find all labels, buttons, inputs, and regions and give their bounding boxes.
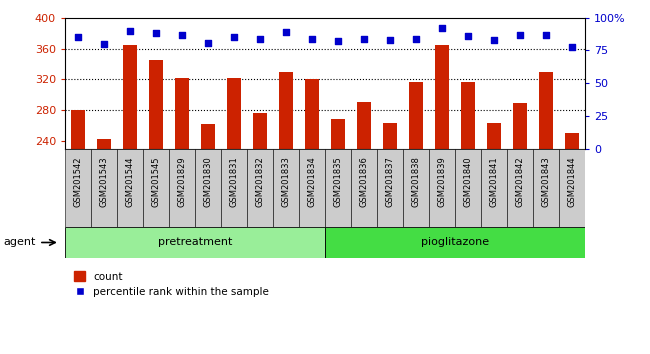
Bar: [149, 60, 163, 149]
Bar: [253, 113, 267, 149]
Text: GSM201834: GSM201834: [307, 156, 317, 207]
Bar: [123, 45, 137, 149]
Point: [515, 32, 525, 38]
Bar: [487, 123, 501, 149]
Bar: [325, 227, 585, 258]
Point: [333, 39, 343, 44]
Bar: [279, 72, 293, 149]
Bar: [91, 149, 117, 227]
Text: GSM201833: GSM201833: [281, 156, 291, 207]
Point: [151, 30, 161, 36]
Text: GSM201840: GSM201840: [463, 156, 473, 207]
Text: GSM201838: GSM201838: [411, 156, 421, 207]
Bar: [117, 149, 143, 227]
Text: GSM201835: GSM201835: [333, 156, 343, 207]
Text: GSM201544: GSM201544: [125, 156, 135, 207]
Bar: [383, 123, 397, 149]
Text: agent: agent: [3, 238, 36, 247]
Bar: [97, 139, 111, 149]
Text: GSM201545: GSM201545: [151, 156, 161, 207]
Point: [99, 41, 109, 47]
Point: [359, 36, 369, 41]
Bar: [429, 149, 455, 227]
Bar: [403, 149, 429, 227]
Text: GSM201831: GSM201831: [229, 156, 239, 207]
Text: GSM201829: GSM201829: [177, 156, 187, 207]
Point: [125, 28, 135, 34]
Text: GSM201844: GSM201844: [567, 156, 577, 207]
Text: GSM201837: GSM201837: [385, 156, 395, 207]
Bar: [409, 82, 423, 149]
Point: [385, 37, 395, 43]
Text: GSM201843: GSM201843: [541, 156, 551, 207]
Bar: [221, 149, 247, 227]
Point: [411, 36, 421, 41]
Text: GSM201832: GSM201832: [255, 156, 265, 207]
Point: [463, 33, 473, 39]
Point: [203, 40, 213, 45]
Bar: [533, 149, 559, 227]
Text: GSM201842: GSM201842: [515, 156, 525, 207]
Bar: [71, 110, 85, 149]
Bar: [195, 149, 221, 227]
Bar: [227, 78, 241, 149]
Bar: [299, 149, 325, 227]
Bar: [305, 79, 319, 149]
Point: [255, 36, 265, 41]
Bar: [273, 149, 299, 227]
Bar: [65, 227, 325, 258]
Bar: [539, 72, 553, 149]
Bar: [513, 103, 527, 149]
Legend: count, percentile rank within the sample: count, percentile rank within the sample: [70, 267, 273, 301]
Bar: [351, 149, 377, 227]
Text: GSM201543: GSM201543: [99, 156, 109, 207]
Bar: [201, 124, 215, 149]
Bar: [325, 149, 351, 227]
Bar: [377, 149, 403, 227]
Text: GSM201839: GSM201839: [437, 156, 447, 207]
Point: [177, 32, 187, 38]
Point: [281, 29, 291, 35]
Point: [73, 34, 83, 40]
Bar: [175, 78, 189, 149]
Point: [567, 44, 577, 49]
Point: [229, 34, 239, 40]
Bar: [65, 149, 91, 227]
Bar: [357, 102, 371, 149]
Bar: [559, 149, 585, 227]
Bar: [565, 133, 579, 149]
Bar: [143, 149, 169, 227]
Bar: [247, 149, 273, 227]
Text: GSM201542: GSM201542: [73, 156, 83, 207]
Point: [437, 25, 447, 31]
Point: [541, 32, 551, 38]
Bar: [481, 149, 507, 227]
Point: [489, 37, 499, 43]
Text: GSM201836: GSM201836: [359, 156, 369, 207]
Bar: [435, 45, 449, 149]
Text: GSM201841: GSM201841: [489, 156, 499, 207]
Bar: [507, 149, 533, 227]
Bar: [331, 119, 345, 149]
Text: pretreatment: pretreatment: [158, 238, 232, 247]
Point: [307, 36, 317, 41]
Text: pioglitazone: pioglitazone: [421, 238, 489, 247]
Bar: [169, 149, 195, 227]
Bar: [455, 149, 481, 227]
Bar: [461, 82, 475, 149]
Text: GSM201830: GSM201830: [203, 156, 213, 207]
